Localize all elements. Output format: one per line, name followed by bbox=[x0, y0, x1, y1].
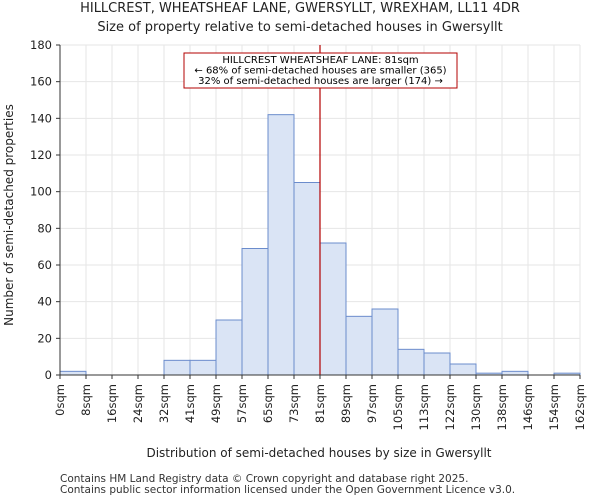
bar bbox=[397, 348, 425, 376]
x-tick-label: 97sqm bbox=[365, 384, 379, 423]
y-axis-label: Number of semi-detached properties bbox=[2, 104, 16, 326]
bars bbox=[59, 114, 581, 376]
bar bbox=[371, 308, 399, 376]
x-tick-label: 32sqm bbox=[157, 384, 171, 423]
bar bbox=[501, 370, 529, 376]
y-tick-label: 60 bbox=[37, 258, 52, 272]
x-tick-label: 130sqm bbox=[469, 384, 483, 430]
y-tick-label: 180 bbox=[30, 38, 52, 52]
y-tick-label: 80 bbox=[37, 221, 52, 235]
x-tick-label: 16sqm bbox=[105, 384, 119, 423]
x-tick-label: 105sqm bbox=[391, 384, 405, 430]
bar bbox=[215, 319, 243, 376]
bar bbox=[267, 114, 295, 376]
x-tick-label: 41sqm bbox=[183, 384, 197, 423]
y-tick-label: 120 bbox=[30, 148, 52, 162]
x-tick-label: 113sqm bbox=[417, 384, 431, 430]
annotation: HILLCREST WHEATSHEAF LANE: 81sqm← 68% of… bbox=[183, 52, 458, 89]
x-tick-label: 57sqm bbox=[235, 384, 249, 423]
bar bbox=[189, 359, 217, 376]
x-tick-label: 122sqm bbox=[443, 384, 457, 430]
x-tick-label: 162sqm bbox=[573, 384, 587, 430]
x-tick-label: 0sqm bbox=[53, 384, 67, 416]
y-tick-label: 40 bbox=[37, 295, 52, 309]
x-axis-label: Distribution of semi-detached houses by … bbox=[146, 446, 491, 460]
bar bbox=[449, 363, 477, 376]
bar bbox=[319, 242, 347, 376]
x-tick-label: 65sqm bbox=[261, 384, 275, 423]
footer-licence: Contains public sector information licen… bbox=[60, 484, 516, 496]
annotation-box bbox=[183, 52, 458, 89]
x-tick-label: 138sqm bbox=[495, 384, 509, 430]
y-tick-label: 100 bbox=[30, 185, 52, 199]
x-tick-label: 73sqm bbox=[287, 384, 301, 423]
y-tick-label: 160 bbox=[30, 75, 52, 89]
chart-title: Size of property relative to semi-detach… bbox=[97, 20, 503, 35]
y-tick-label: 140 bbox=[30, 111, 52, 125]
x-tick-label: 89sqm bbox=[339, 384, 353, 423]
bar bbox=[293, 182, 321, 376]
bar bbox=[163, 359, 191, 376]
y-tick-label: 20 bbox=[37, 331, 52, 345]
x-tick-label: 8sqm bbox=[79, 384, 93, 416]
y-tick-label: 0 bbox=[45, 368, 52, 382]
bar bbox=[59, 370, 87, 376]
footer-copyright: Contains HM Land Registry data © Crown c… bbox=[60, 473, 469, 485]
bar bbox=[241, 248, 269, 376]
annotation-line: 32% of semi-detached houses are larger (… bbox=[198, 76, 443, 87]
x-tick-label: 154sqm bbox=[547, 384, 561, 430]
annotation-line: HILLCREST WHEATSHEAF LANE: 81sqm bbox=[222, 55, 418, 66]
x-tick-label: 81sqm bbox=[313, 384, 327, 423]
x-tick-label: 146sqm bbox=[521, 384, 535, 430]
x-tick-label: 49sqm bbox=[209, 384, 223, 423]
x-tick-label: 24sqm bbox=[131, 384, 145, 423]
axes: 0 20 40 60 80 100 120 140 160 180 0sqm 8sqm 16sqm 24s… bbox=[30, 38, 587, 430]
chart-title-address: HILLCREST, WHEATSHEAF LANE, GWERSYLLT, W… bbox=[80, 1, 520, 16]
annotation-line: ← 68% of semi-detached houses are smalle… bbox=[194, 66, 446, 77]
bar bbox=[345, 315, 373, 376]
bar bbox=[423, 352, 451, 376]
